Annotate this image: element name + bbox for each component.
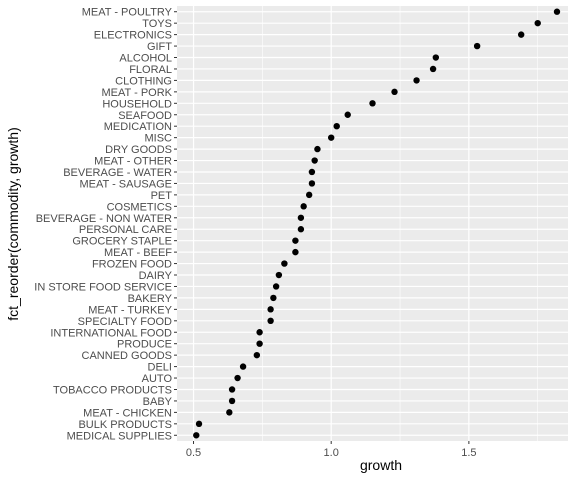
y-tick-label: MEDICATION	[104, 121, 172, 133]
data-point	[391, 88, 398, 96]
y-tick-label: HOUSEHOLD	[102, 98, 172, 110]
data-point	[534, 19, 541, 27]
x-axis-title: growth	[360, 457, 402, 473]
y-tick-label: INTERNATIONAL FOOD	[50, 327, 172, 339]
data-point	[308, 168, 316, 176]
data-point	[308, 180, 316, 187]
data-point	[195, 420, 203, 428]
y-tick-label: CLOTHING	[115, 75, 172, 87]
data-point	[228, 397, 236, 405]
y-tick-label: DRY GOODS	[105, 144, 172, 156]
data-point	[517, 31, 525, 38]
y-tick-label: IN STORE FOOD SERVICE	[34, 281, 172, 293]
y-tick-label: TOYS	[142, 18, 172, 30]
y-axis-ticks: MEAT - POULTRYTOYSELECTRONICSGIFTALCOHOL…	[34, 7, 177, 442]
y-tick-label: BEVERAGE - NON WATER	[36, 213, 172, 225]
major-gridlines	[177, 6, 568, 441]
x-axis-ticks: 0.5 1.0 1.5	[186, 441, 477, 459]
y-tick-label: AUTO	[142, 373, 173, 385]
data-point	[314, 145, 321, 153]
y-tick-label: DELI	[148, 362, 172, 374]
y-tick-label: MEDICAL SUPPLIES	[67, 430, 172, 442]
data-point	[256, 329, 263, 336]
data-point	[234, 374, 241, 382]
data-point	[297, 226, 305, 233]
y-tick-label: MEAT - TURKEY	[88, 304, 172, 316]
data-point	[272, 283, 280, 290]
x-tick-label: 1.5	[461, 447, 476, 459]
y-tick-label: PET	[151, 190, 173, 202]
data-point	[256, 340, 263, 347]
x-tick-label: 0.5	[186, 447, 201, 459]
minor-gridlines	[262, 6, 539, 441]
y-tick-label: TOBACCO PRODUCTS	[53, 384, 172, 396]
y-tick-label: MEAT - POULTRY	[82, 7, 173, 19]
y-tick-label: ALCOHOL	[119, 53, 172, 65]
data-point	[369, 100, 376, 107]
y-tick-label: FROZEN FOOD	[92, 259, 172, 271]
y-tick-label: MEAT - PORK	[102, 87, 173, 99]
data-point	[333, 122, 340, 130]
y-tick-label: DAIRY	[139, 270, 173, 282]
data-point	[429, 65, 437, 73]
data-point	[432, 54, 440, 61]
y-tick-label: MEAT - BEEF	[104, 247, 172, 259]
data-point	[305, 191, 313, 199]
y-axis-title: fct_reorder(commodity, growth)	[5, 127, 21, 320]
data-points	[193, 8, 561, 439]
y-tick-label: MEAT - SAUSAGE	[79, 178, 172, 190]
y-tick-label: MEAT - CHICKEN	[83, 407, 172, 419]
y-tick-label: SPECIALTY FOOD	[78, 316, 172, 328]
data-point	[292, 248, 299, 256]
y-tick-label: CANNED GOODS	[82, 350, 172, 362]
y-tick-label: BEVERAGE - WATER	[63, 167, 172, 179]
y-tick-label: ELECTRONICS	[94, 30, 172, 42]
y-tick-label: MEAT - OTHER	[94, 156, 172, 168]
y-tick-label: BAKERY	[128, 293, 173, 305]
data-point	[228, 386, 236, 393]
y-tick-label: PRODUCE	[117, 339, 172, 351]
data-point	[281, 260, 288, 267]
data-point	[239, 363, 247, 370]
y-tick-label: FLORAL	[129, 64, 172, 76]
data-point	[297, 214, 305, 221]
y-tick-label: GIFT	[147, 41, 172, 53]
x-tick-label: 1.0	[324, 447, 339, 459]
data-point	[193, 432, 200, 439]
data-point	[270, 294, 277, 302]
data-point	[327, 134, 335, 141]
y-tick-label: COSMETICS	[107, 201, 172, 213]
y-tick-label: MISC	[145, 133, 173, 145]
data-point	[300, 203, 307, 210]
data-point	[275, 271, 283, 279]
y-tick-label: BABY	[143, 396, 173, 408]
y-tick-label: BULK PRODUCTS	[78, 419, 172, 431]
data-point	[253, 351, 261, 359]
y-tick-label: SEAFOOD	[118, 110, 172, 122]
data-point	[413, 77, 420, 84]
data-point	[226, 409, 233, 416]
data-point	[311, 157, 318, 164]
data-point	[267, 317, 274, 325]
y-tick-label: GROCERY STAPLE	[72, 236, 172, 248]
data-point	[553, 8, 561, 15]
data-point	[344, 111, 351, 118]
data-point	[267, 306, 274, 313]
y-tick-label: PERSONAL CARE	[79, 224, 172, 236]
data-point	[292, 237, 299, 244]
data-point	[473, 42, 481, 50]
